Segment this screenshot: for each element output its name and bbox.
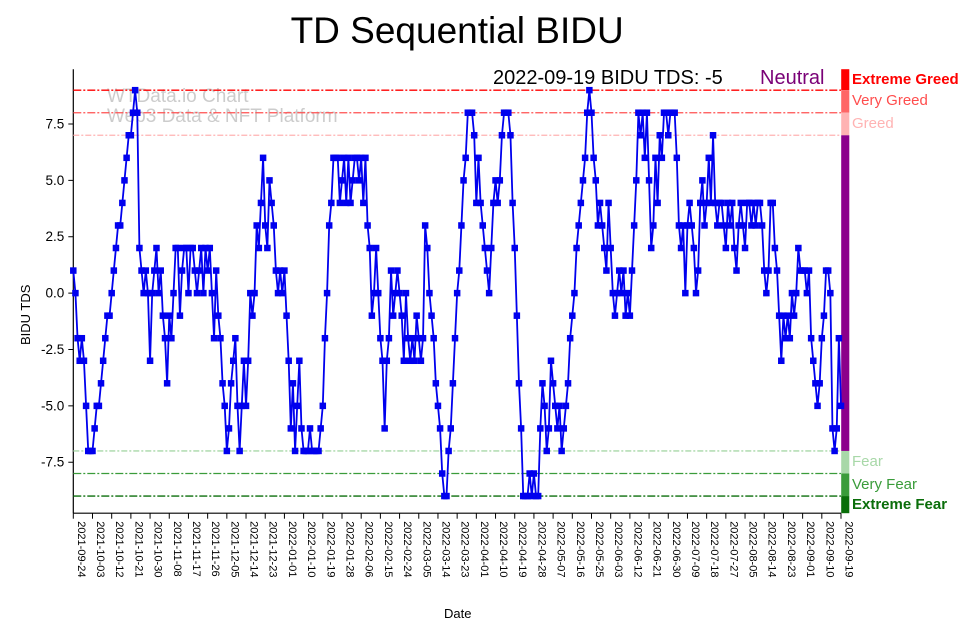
svg-text:2022-05-25: 2022-05-25 — [593, 521, 605, 577]
svg-text:2021-12-05: 2021-12-05 — [228, 521, 240, 577]
svg-text:2021-11-26: 2021-11-26 — [209, 521, 221, 576]
svg-text:2022-05-16: 2022-05-16 — [574, 521, 586, 577]
svg-text:2.5: 2.5 — [46, 229, 65, 244]
svg-text:2022-07-27: 2022-07-27 — [727, 521, 739, 577]
svg-text:-7.5: -7.5 — [41, 455, 64, 470]
svg-text:2021-12-14: 2021-12-14 — [248, 521, 260, 577]
svg-text:-2.5: -2.5 — [41, 342, 64, 357]
svg-text:2022-02-24: 2022-02-24 — [401, 521, 413, 577]
svg-text:2022-06-12: 2022-06-12 — [631, 521, 643, 577]
svg-text:2022-09-10: 2022-09-10 — [823, 521, 835, 577]
svg-text:2021-11-08: 2021-11-08 — [171, 521, 183, 576]
svg-text:2022-06-03: 2022-06-03 — [612, 521, 624, 577]
svg-text:2022-02-06: 2022-02-06 — [363, 521, 375, 577]
svg-text:2022-08-23: 2022-08-23 — [785, 521, 797, 577]
svg-text:2021-10-21: 2021-10-21 — [132, 521, 144, 577]
svg-text:0.0: 0.0 — [46, 286, 65, 301]
svg-text:2022-01-28: 2022-01-28 — [344, 521, 356, 577]
svg-text:2022-09-19: 2022-09-19 — [843, 521, 855, 577]
svg-text:2022-01-01: 2022-01-01 — [286, 521, 298, 577]
svg-text:2022-04-28: 2022-04-28 — [535, 521, 547, 577]
svg-text:2022-03-14: 2022-03-14 — [439, 521, 451, 577]
svg-text:2022-09-01: 2022-09-01 — [804, 521, 816, 577]
svg-text:2022-08-05: 2022-08-05 — [747, 521, 759, 577]
svg-text:2021-10-03: 2021-10-03 — [94, 521, 106, 577]
svg-text:5.0: 5.0 — [46, 173, 65, 188]
svg-text:2022-04-01: 2022-04-01 — [478, 521, 490, 577]
svg-text:2022-05-07: 2022-05-07 — [555, 521, 567, 577]
svg-text:2021-12-23: 2021-12-23 — [267, 521, 279, 577]
svg-text:2022-04-19: 2022-04-19 — [516, 521, 528, 577]
svg-text:2021-10-30: 2021-10-30 — [152, 521, 164, 577]
svg-text:2022-06-30: 2022-06-30 — [670, 521, 682, 577]
svg-text:2022-04-10: 2022-04-10 — [497, 521, 509, 577]
svg-text:2022-07-09: 2022-07-09 — [689, 521, 701, 577]
svg-text:2021-10-12: 2021-10-12 — [113, 521, 125, 577]
svg-text:7.5: 7.5 — [46, 117, 65, 132]
svg-text:2021-11-17: 2021-11-17 — [190, 521, 202, 576]
svg-text:-5.0: -5.0 — [41, 398, 64, 413]
svg-text:2022-07-18: 2022-07-18 — [708, 521, 720, 577]
svg-text:2022-08-14: 2022-08-14 — [766, 521, 778, 577]
svg-text:2022-03-23: 2022-03-23 — [459, 521, 471, 577]
svg-text:2022-02-15: 2022-02-15 — [382, 521, 394, 577]
svg-text:2022-03-05: 2022-03-05 — [420, 521, 432, 577]
svg-text:2022-01-10: 2022-01-10 — [305, 521, 317, 577]
svg-text:2022-06-21: 2022-06-21 — [651, 521, 663, 577]
svg-text:2021-09-24: 2021-09-24 — [75, 521, 87, 577]
svg-text:2022-01-19: 2022-01-19 — [324, 521, 336, 577]
